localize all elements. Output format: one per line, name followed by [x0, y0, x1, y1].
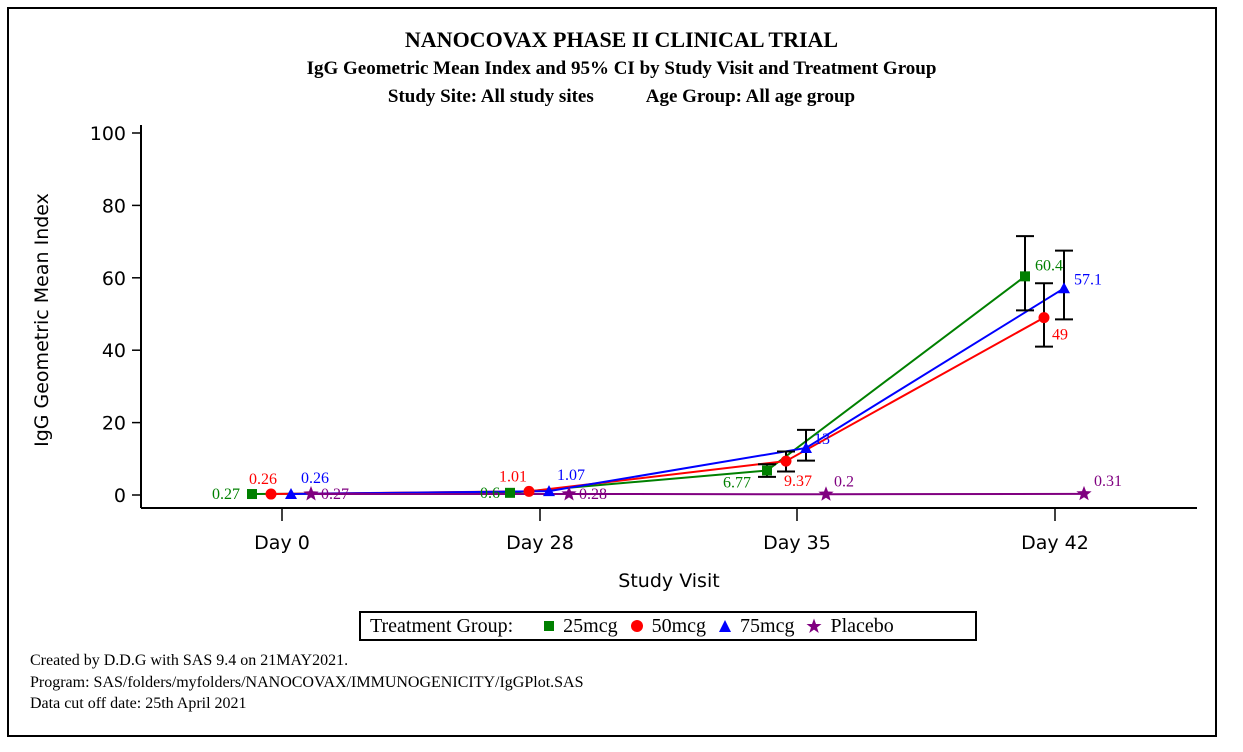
- y-tick-label: 80: [102, 195, 126, 217]
- data-point-25mcg: [505, 487, 515, 498]
- data-label: 9.37: [784, 473, 812, 490]
- data-label: 49: [1052, 327, 1068, 344]
- data-label: 1.07: [557, 467, 585, 484]
- legend-item-75mcg: 75mcg: [718, 615, 794, 638]
- data-point-placebo: [818, 486, 834, 501]
- axes: 0 20 40 60 80 100 Day 0 Day 28 Day 35 Day 42 Study…: [31, 123, 1197, 592]
- legend-item-50mcg: 50mcg: [630, 615, 706, 638]
- study-site-label: Study Site: All study sites: [387, 86, 594, 107]
- legend-item-25mcg: 25mcg: [543, 614, 618, 638]
- chart-subtitle: IgG Geometric Mean Index and 95% CI by S…: [306, 58, 937, 79]
- data-point-50mcg: [265, 488, 277, 500]
- series-line-50mcg: [270, 316, 1045, 496]
- data-label: 57.1: [1074, 271, 1102, 288]
- chart-title: NANOCOVAX PHASE II CLINICAL TRIAL: [404, 27, 839, 52]
- data-point-25mcg: [1020, 271, 1030, 282]
- y-tick-label: 40: [102, 340, 126, 362]
- data-point-50mcg: [1038, 312, 1050, 324]
- data-label: 0.26: [301, 470, 329, 487]
- data-label: 60.4: [1035, 257, 1063, 274]
- circle-marker-icon: [630, 620, 643, 632]
- y-tick-label: 100: [90, 123, 126, 145]
- data-point-25mcg: [247, 489, 257, 500]
- data-label: 1.01: [499, 468, 527, 485]
- data-point-50mcg: [780, 455, 792, 467]
- data-point-placebo: [303, 486, 319, 501]
- y-axis-label: IgG Geometric Mean Index: [31, 193, 53, 447]
- x-tick-label: Day 35: [763, 532, 831, 554]
- data-label: 0.31: [1094, 473, 1122, 490]
- legend: Treatment Group: 25mcg 50mcg 75mcg Place…: [359, 611, 977, 641]
- y-tick-label: 0: [114, 485, 126, 507]
- x-tick-label: Day 28: [506, 532, 574, 554]
- legend-label: Placebo: [830, 614, 894, 637]
- data-point-75mcg: [800, 441, 812, 453]
- data-label: 0.6: [480, 485, 500, 502]
- x-axis-label: Study Visit: [618, 570, 719, 592]
- footnote-program: Program: SAS/folders/myfolders/NANOCOVAX…: [30, 674, 584, 691]
- x-tick-label: Day 0: [254, 532, 310, 554]
- footnote-cutoff: Data cut off date: 25th April 2021: [30, 695, 247, 712]
- data-label: 0.26: [249, 471, 277, 488]
- data-point-placebo: [561, 486, 577, 501]
- chart-filters: Study Site: All study sites Age Group: Al…: [0, 86, 1243, 108]
- age-group-label: Age Group: All age group: [645, 86, 856, 107]
- legend-label: 25mcg: [563, 614, 618, 637]
- star-marker-icon: [806, 618, 822, 633]
- data-label: 0.2: [834, 473, 854, 490]
- chart-frame: [7, 7, 1217, 737]
- data-label: 0.27: [321, 486, 349, 503]
- legend-item-placebo: Placebo: [806, 614, 894, 638]
- x-tick-label: Day 42: [1021, 532, 1089, 554]
- legend-label: 50mcg: [651, 614, 707, 637]
- footnote-created: Created by D.D.G with SAS 9.4 on 21MAY20…: [30, 652, 349, 669]
- data-point-75mcg: [285, 488, 297, 500]
- triangle-marker-icon: [719, 620, 732, 632]
- series-marks: 0.27 0.6 6.77 60.4 0.26 1.01 9.37 49 0.26 1.07 13 5…: [212, 235, 1122, 503]
- data-label: 0.28: [579, 486, 607, 503]
- data-point-25mcg: [762, 465, 772, 476]
- data-point-placebo: [1076, 485, 1092, 501]
- series-line-75mcg: [290, 287, 1065, 496]
- data-label: 13: [814, 431, 830, 448]
- y-tick-label: 20: [102, 413, 126, 435]
- data-point-75mcg: [1058, 282, 1070, 294]
- data-label: 6.77: [723, 474, 751, 491]
- legend-title: Treatment Group:: [370, 614, 514, 637]
- data-point-75mcg: [543, 485, 555, 497]
- legend-label: 75mcg: [740, 614, 795, 637]
- data-label: 0.27: [212, 486, 240, 503]
- y-tick-label: 60: [102, 268, 126, 290]
- data-point-50mcg: [523, 485, 535, 497]
- square-marker-icon: [544, 621, 555, 631]
